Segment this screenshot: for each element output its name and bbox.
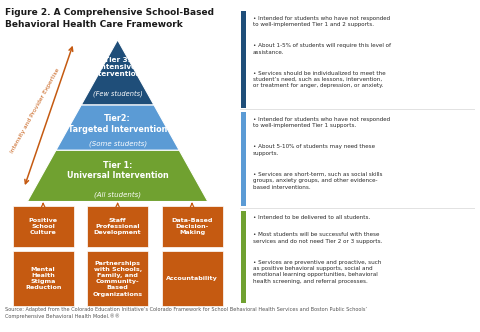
- Text: Tier2:
Targeted Intervention: Tier2: Targeted Intervention: [68, 114, 168, 134]
- Polygon shape: [56, 105, 179, 150]
- FancyBboxPatch shape: [87, 206, 148, 247]
- Text: • Intended to be delivered to all students.: • Intended to be delivered to all studen…: [253, 215, 370, 220]
- Text: • Services are short-term, such as social skills
groups, anxiety groups, and oth: • Services are short-term, such as socia…: [253, 172, 383, 190]
- Text: • Most students will be successful with these
services and do not need Tier 2 or: • Most students will be successful with …: [253, 232, 382, 244]
- FancyBboxPatch shape: [162, 206, 223, 247]
- Text: • Intended for students who have not responded
to well-implemented Tier 1 and 2 : • Intended for students who have not res…: [253, 16, 390, 27]
- Text: • About 5-10% of students may need these
supports.: • About 5-10% of students may need these…: [253, 144, 375, 156]
- Polygon shape: [81, 40, 154, 105]
- FancyBboxPatch shape: [241, 112, 246, 206]
- Polygon shape: [27, 150, 208, 202]
- Text: Mental
Health
Stigma
Reduction: Mental Health Stigma Reduction: [25, 267, 61, 290]
- FancyBboxPatch shape: [87, 251, 148, 306]
- Text: Accountability: Accountability: [166, 276, 218, 281]
- Text: (Few students): (Few students): [93, 91, 143, 97]
- Text: Figure 2. A Comprehensive School-Based: Figure 2. A Comprehensive School-Based: [5, 8, 214, 17]
- FancyBboxPatch shape: [241, 11, 246, 108]
- Text: Data-Based
Decision-
Making: Data-Based Decision- Making: [171, 218, 213, 235]
- Text: Positive
School
Culture: Positive School Culture: [29, 218, 58, 235]
- Text: (Some students): (Some students): [88, 140, 147, 146]
- Text: Staff
Professional
Development: Staff Professional Development: [94, 218, 142, 235]
- FancyBboxPatch shape: [241, 210, 246, 303]
- Text: (All students): (All students): [94, 191, 141, 198]
- Text: Source: Adapted from the Colorado Education Initiative’s Colorado Framework for : Source: Adapted from the Colorado Educat…: [5, 307, 367, 319]
- Text: Tier 3:
Intensive
Interventions: Tier 3: Intensive Interventions: [90, 57, 145, 77]
- FancyBboxPatch shape: [162, 251, 223, 306]
- FancyBboxPatch shape: [12, 206, 73, 247]
- Text: • About 1-5% of students will require this level of
assistance.: • About 1-5% of students will require th…: [253, 43, 391, 54]
- Text: Tier 1:
Universal Intervention: Tier 1: Universal Intervention: [67, 160, 168, 180]
- Text: Intensity and Provider Expertise: Intensity and Provider Expertise: [10, 68, 61, 154]
- Text: • Services are preventive and proactive, such
as positive behavioral supports, s: • Services are preventive and proactive,…: [253, 260, 381, 284]
- Text: • Services should be individualized to meet the
student’s need, such as lessons,: • Services should be individualized to m…: [253, 71, 385, 89]
- Text: • Intended for students who have not responded
to well-implemented Tier 1 suppor: • Intended for students who have not res…: [253, 117, 390, 128]
- Text: Behavioral Health Care Framework: Behavioral Health Care Framework: [5, 20, 182, 29]
- Text: Partnerships
with Schools,
Family, and
Community-
Based
Organizations: Partnerships with Schools, Family, and C…: [93, 261, 143, 296]
- FancyBboxPatch shape: [12, 251, 73, 306]
